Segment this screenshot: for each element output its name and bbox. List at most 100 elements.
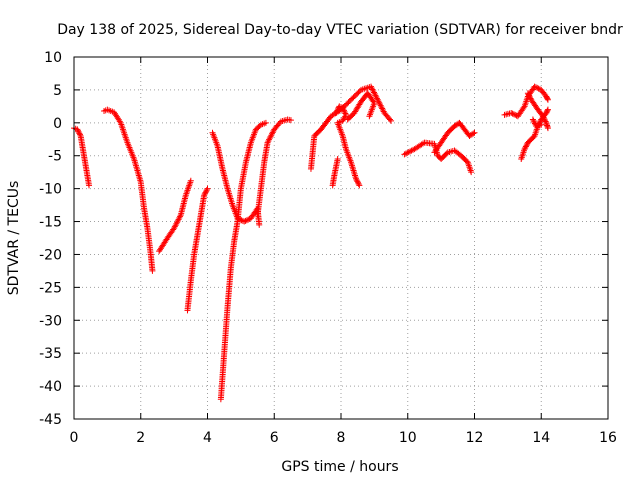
data-point	[171, 223, 178, 230]
data-point	[77, 131, 84, 138]
series-arc-9	[329, 156, 341, 189]
data-point	[266, 136, 273, 143]
series-arc-2	[101, 106, 156, 274]
x-tick-label: 10	[399, 430, 417, 446]
data-point	[353, 177, 360, 184]
data-point	[538, 121, 545, 128]
y-tick-label: -30	[39, 313, 62, 329]
data-point	[269, 129, 276, 136]
x-axis-title: GPS time / hours	[281, 459, 398, 475]
series-arc-16	[524, 90, 551, 132]
y-tick-label: -20	[39, 247, 62, 263]
data-point	[369, 86, 376, 93]
data-point	[149, 267, 156, 274]
data-point	[354, 178, 361, 185]
y-axis-title: SDTVAR / TECUs	[6, 181, 22, 296]
data-point	[379, 107, 386, 114]
data-point	[471, 129, 478, 136]
data-points	[71, 83, 551, 403]
x-tick-label: 16	[599, 430, 617, 446]
data-point	[529, 116, 536, 123]
data-point	[375, 98, 382, 105]
chart-title: Day 138 of 2025, Sidereal Day-to-day VTE…	[57, 22, 623, 38]
data-point	[386, 116, 393, 123]
y-tick-label: 0	[53, 116, 62, 132]
grid	[74, 57, 608, 419]
data-point	[371, 89, 378, 96]
data-point	[235, 215, 242, 222]
data-point	[171, 225, 178, 232]
data-point	[203, 188, 210, 195]
data-point	[334, 105, 341, 112]
data-point	[174, 217, 181, 224]
data-point	[541, 115, 548, 122]
data-point	[532, 84, 539, 91]
data-point	[287, 117, 294, 124]
data-point	[176, 214, 183, 221]
data-point	[521, 146, 528, 153]
data-point	[333, 108, 340, 115]
data-point	[522, 143, 529, 150]
data-point	[201, 192, 208, 199]
series-arc-3	[156, 177, 194, 255]
y-tick-label: 10	[44, 50, 62, 66]
x-tick-label: 12	[466, 430, 484, 446]
data-point	[203, 186, 210, 193]
data-point	[75, 129, 82, 136]
series-arc-13	[431, 119, 478, 156]
x-tick-labels: 0 2 4 6 8 10 12 14 16	[70, 430, 617, 446]
data-point	[540, 114, 547, 121]
data-point	[468, 169, 475, 176]
data-point	[341, 109, 348, 116]
data-point	[520, 104, 527, 111]
data-point	[172, 222, 179, 229]
data-point	[265, 138, 272, 145]
data-point	[530, 117, 537, 124]
data-point	[376, 101, 383, 108]
data-point	[371, 90, 378, 97]
data-point	[201, 190, 208, 197]
data-point	[541, 117, 548, 124]
y-tick-label: -35	[39, 346, 62, 362]
data-point	[374, 96, 381, 103]
x-tick-label: 14	[532, 430, 550, 446]
y-tick-labels: 10 5 0 -5 -10 -15 -20 -25 -30 -35 -40 -45	[39, 50, 62, 428]
data-point	[539, 113, 546, 120]
data-point	[388, 117, 395, 124]
data-point	[470, 130, 477, 137]
data-point	[334, 156, 341, 163]
series-arc-17	[529, 116, 545, 130]
y-tick-label: -5	[48, 149, 62, 165]
x-tick-label: 0	[70, 430, 79, 446]
data-point	[534, 84, 541, 91]
series-arc-7	[254, 116, 294, 218]
data-point	[544, 95, 551, 102]
data-point	[75, 127, 82, 134]
data-point	[544, 96, 551, 103]
series-arc-4	[184, 185, 211, 314]
plot-frame	[73, 56, 609, 420]
data-point	[523, 142, 530, 149]
data-point	[204, 185, 211, 192]
data-point	[74, 126, 81, 133]
data-point	[526, 92, 533, 99]
data-point	[341, 107, 348, 114]
data-point	[373, 95, 380, 102]
series-arc-8	[307, 83, 395, 172]
x-tick-label: 4	[203, 430, 212, 446]
data-point	[175, 216, 182, 223]
data-point	[366, 113, 373, 120]
y-tick-label: -10	[39, 182, 62, 198]
data-point	[526, 94, 533, 101]
data-point	[373, 93, 380, 100]
data-point	[241, 218, 248, 225]
data-point	[368, 83, 375, 90]
data-point	[356, 182, 363, 189]
data-point	[542, 118, 549, 125]
data-point	[355, 181, 362, 188]
data-point	[76, 130, 83, 137]
data-point	[535, 85, 542, 92]
data-point	[243, 217, 250, 224]
data-point	[353, 175, 360, 182]
